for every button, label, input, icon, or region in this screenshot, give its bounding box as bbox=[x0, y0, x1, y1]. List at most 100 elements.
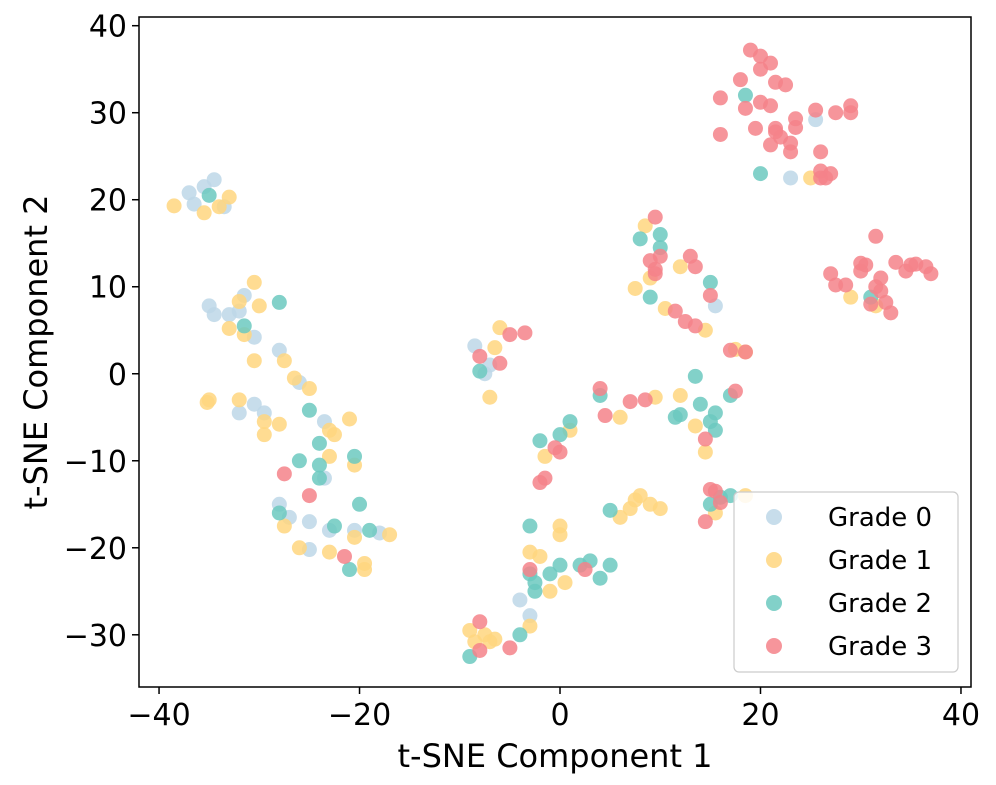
y-tick-label: −10 bbox=[64, 445, 127, 480]
data-point-grade-3 bbox=[502, 640, 518, 656]
data-point-grade-1 bbox=[537, 448, 553, 464]
y-axis-ticks: −30 −20 −10 0 10 20 30 40 bbox=[64, 10, 139, 654]
data-point-grade-3 bbox=[697, 514, 713, 530]
data-point-grade-2 bbox=[311, 435, 327, 451]
data-point-grade-3 bbox=[597, 408, 613, 424]
data-point-grade-1 bbox=[487, 340, 503, 356]
data-point-grade-3 bbox=[808, 102, 824, 118]
legend-label: Grade 2 bbox=[828, 589, 932, 619]
data-point-grade-1 bbox=[231, 294, 247, 310]
data-point-grade-3 bbox=[737, 100, 753, 116]
data-point-grade-3 bbox=[737, 344, 753, 360]
data-point-grade-2 bbox=[532, 433, 548, 449]
data-point-grade-1 bbox=[246, 274, 262, 290]
x-tick-label: 0 bbox=[550, 698, 569, 733]
data-point-grade-3 bbox=[778, 77, 794, 93]
data-point-grade-3 bbox=[276, 466, 292, 482]
data-point-grade-1 bbox=[291, 540, 307, 556]
data-point-grade-3 bbox=[818, 170, 834, 186]
data-point-grade-3 bbox=[517, 325, 533, 341]
data-point-grade-1 bbox=[347, 529, 363, 545]
y-tick-label: −20 bbox=[64, 532, 127, 567]
data-point-grade-2 bbox=[522, 518, 538, 534]
data-point-grade-1 bbox=[321, 448, 337, 464]
data-point-grade-1 bbox=[211, 199, 227, 215]
data-point-grade-3 bbox=[843, 105, 859, 121]
data-point-grade-3 bbox=[863, 296, 879, 312]
data-point-grade-3 bbox=[813, 144, 829, 160]
data-point-grade-1 bbox=[256, 414, 272, 430]
data-point-grade-0 bbox=[783, 170, 799, 186]
data-point-grade-2 bbox=[352, 496, 368, 512]
data-point-grade-1 bbox=[199, 394, 215, 410]
y-tick-label: 20 bbox=[89, 184, 127, 219]
data-point-grade-1 bbox=[246, 353, 262, 369]
data-point-grade-2 bbox=[362, 522, 378, 538]
data-point-grade-2 bbox=[687, 368, 703, 384]
data-point-grade-3 bbox=[788, 120, 804, 136]
data-point-grade-2 bbox=[552, 427, 568, 443]
data-point-grade-1 bbox=[697, 444, 713, 460]
data-point-grade-3 bbox=[502, 327, 518, 343]
data-point-grade-2 bbox=[737, 87, 753, 103]
data-point-grade-0 bbox=[206, 307, 222, 323]
data-point-grade-0 bbox=[186, 196, 202, 212]
data-point-grade-3 bbox=[873, 270, 889, 286]
data-point-grade-3 bbox=[763, 98, 779, 114]
data-point-grade-3 bbox=[552, 444, 568, 460]
data-point-grade-3 bbox=[577, 562, 593, 578]
y-tick-label: 30 bbox=[89, 97, 127, 132]
y-tick-label: 40 bbox=[89, 10, 127, 45]
data-point-grade-1 bbox=[321, 544, 337, 560]
data-point-grade-1 bbox=[637, 218, 653, 234]
data-point-grade-3 bbox=[537, 470, 553, 486]
data-point-grade-3 bbox=[697, 431, 713, 447]
data-point-grade-2 bbox=[527, 575, 543, 591]
data-point-grade-2 bbox=[562, 414, 578, 430]
data-point-grade-3 bbox=[768, 120, 784, 136]
data-point-grade-2 bbox=[752, 166, 768, 182]
data-point-grade-3 bbox=[868, 228, 884, 244]
data-point-grade-3 bbox=[652, 248, 668, 264]
data-point-grade-3 bbox=[622, 394, 638, 410]
data-point-grade-1 bbox=[271, 416, 287, 432]
data-point-grade-1 bbox=[522, 618, 538, 634]
data-point-grade-2 bbox=[271, 294, 287, 310]
data-point-grade-2 bbox=[672, 407, 688, 423]
y-axis-label: t-SNE Component 2 bbox=[17, 194, 55, 509]
data-point-grade-0 bbox=[301, 514, 317, 530]
data-point-grade-1 bbox=[286, 370, 302, 386]
data-point-grade-1 bbox=[301, 381, 317, 397]
data-point-grade-2 bbox=[236, 318, 252, 334]
data-point-grade-3 bbox=[472, 642, 488, 658]
data-point-grade-1 bbox=[382, 527, 398, 543]
x-tick-label: 40 bbox=[942, 698, 980, 733]
data-point-grade-3 bbox=[873, 283, 889, 299]
data-point-grade-3 bbox=[923, 266, 939, 282]
data-point-grade-3 bbox=[712, 90, 728, 106]
data-point-grade-2 bbox=[592, 570, 608, 586]
data-point-grade-3 bbox=[522, 562, 538, 578]
data-point-grade-2 bbox=[652, 227, 668, 243]
data-point-grade-1 bbox=[532, 548, 548, 564]
data-point-grade-1 bbox=[672, 259, 688, 275]
data-point-grade-0 bbox=[181, 185, 197, 201]
data-point-grade-0 bbox=[512, 592, 528, 608]
data-point-grade-1 bbox=[231, 392, 247, 408]
data-point-grade-3 bbox=[727, 383, 743, 399]
data-point-grade-3 bbox=[336, 548, 352, 564]
y-tick-label: −30 bbox=[64, 619, 127, 654]
data-point-grade-2 bbox=[707, 422, 723, 438]
data-point-grade-2 bbox=[271, 505, 287, 521]
x-tick-label: 20 bbox=[741, 698, 779, 733]
data-point-grade-2 bbox=[472, 363, 488, 379]
legend-label: Grade 0 bbox=[828, 503, 932, 533]
legend-label: Grade 1 bbox=[828, 546, 932, 576]
data-point-grade-1 bbox=[687, 418, 703, 434]
data-point-grade-3 bbox=[687, 259, 703, 275]
data-point-grade-0 bbox=[206, 172, 222, 188]
data-point-grade-3 bbox=[592, 381, 608, 397]
data-point-grade-2 bbox=[632, 231, 648, 247]
data-point-grade-1 bbox=[276, 518, 292, 534]
data-point-grade-2 bbox=[301, 402, 317, 418]
